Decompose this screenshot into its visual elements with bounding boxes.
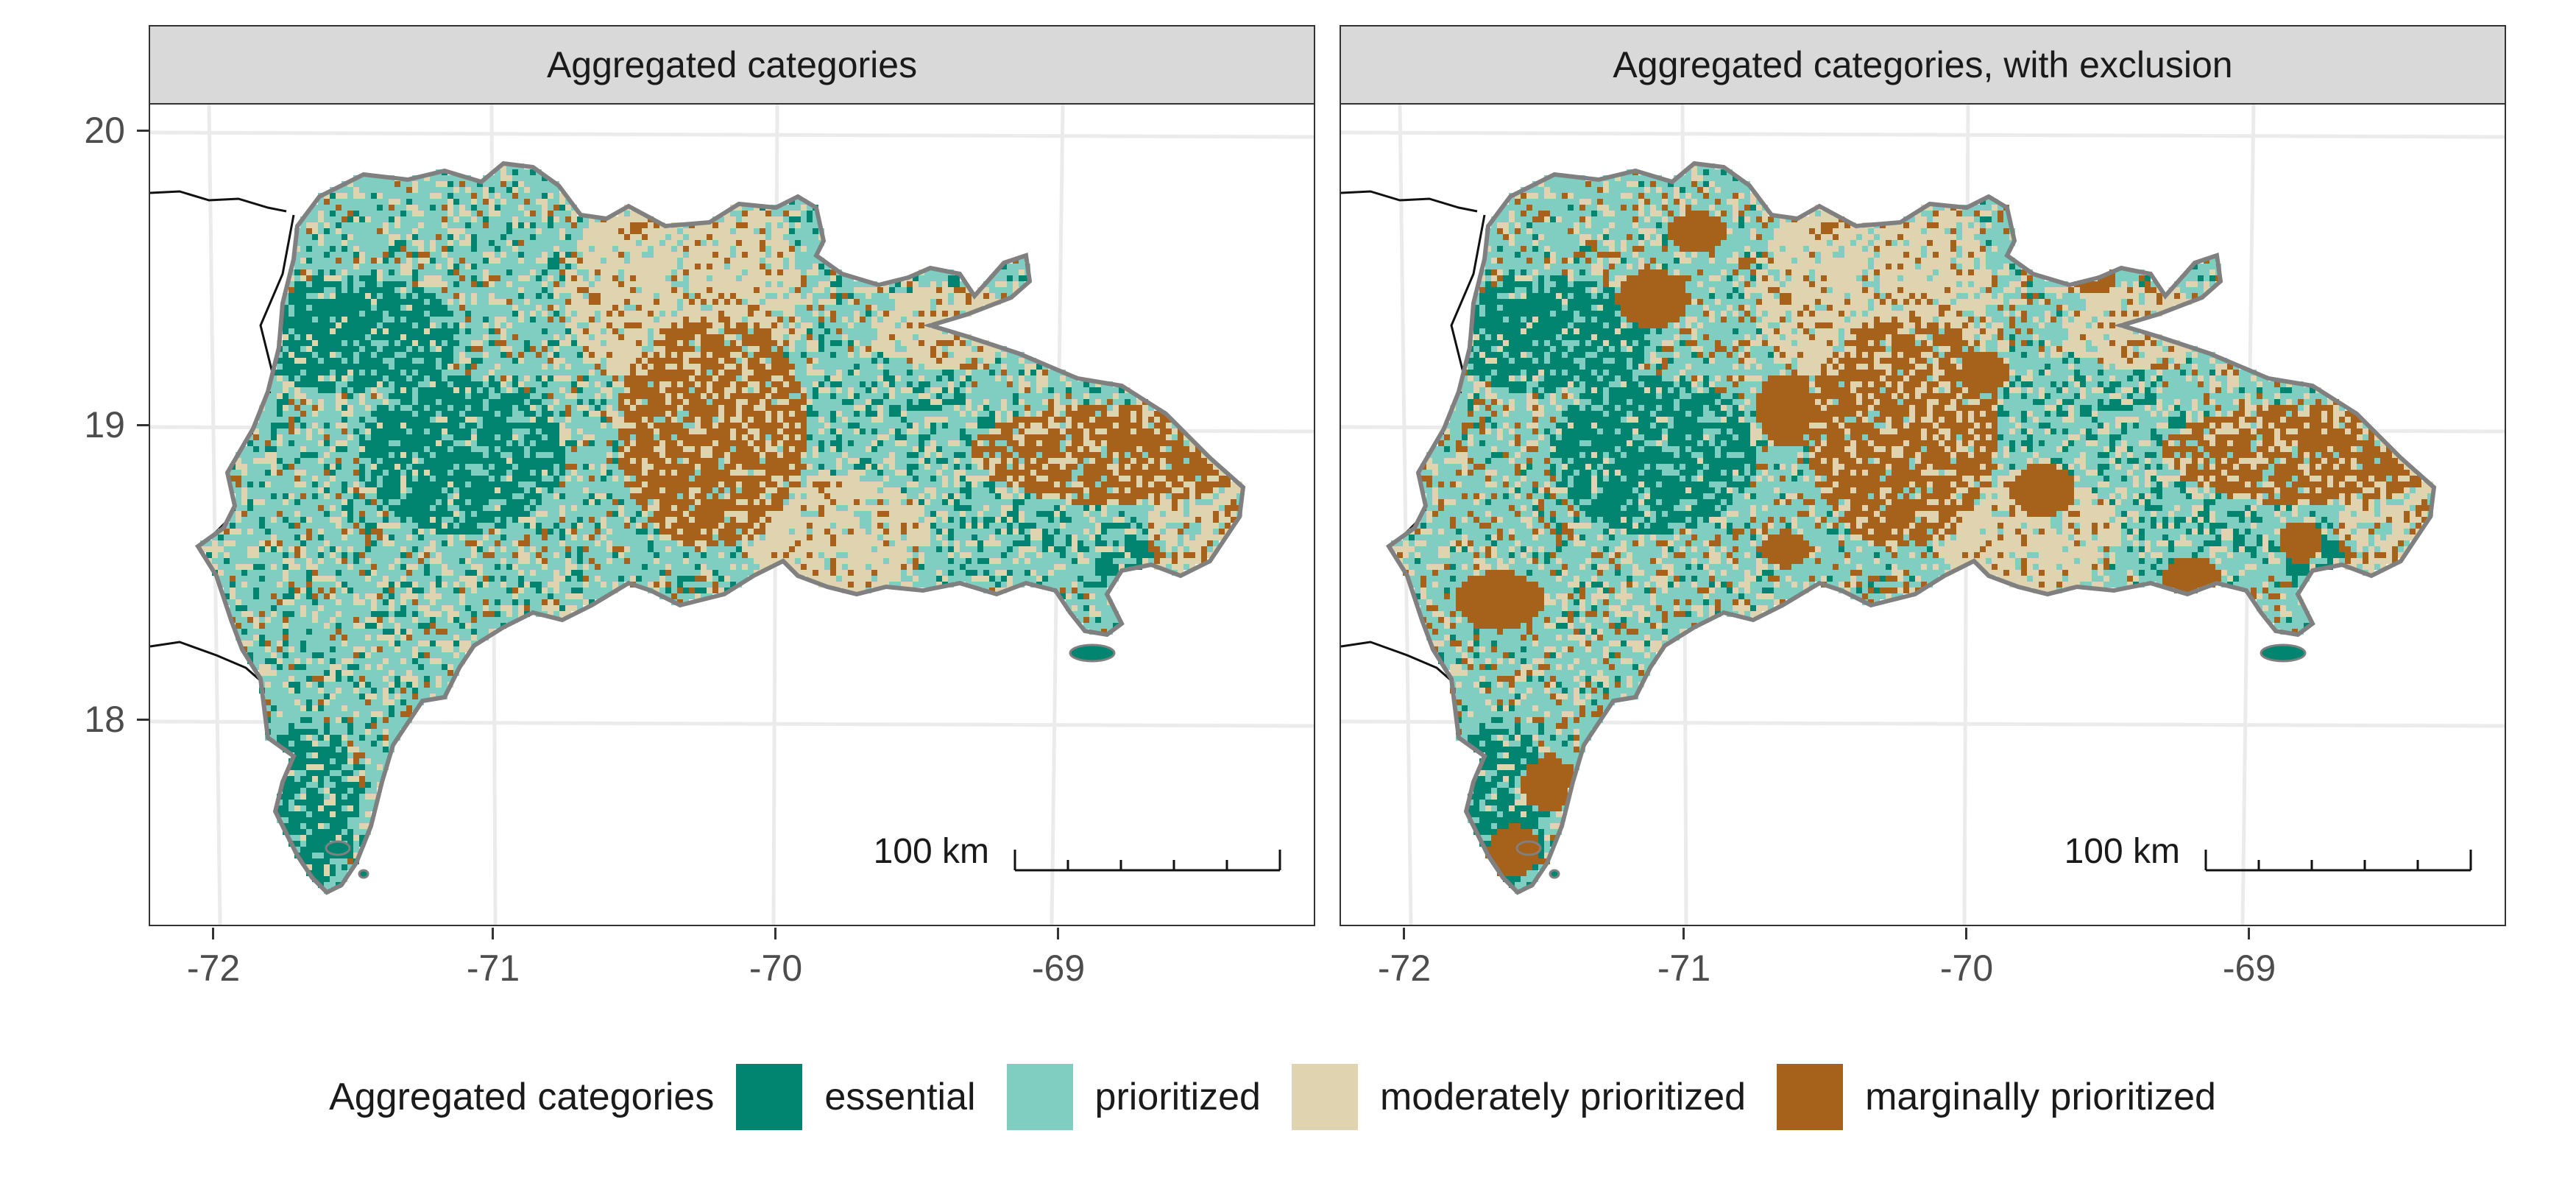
y-tick-mark-19 — [137, 424, 149, 426]
priority-cells — [1391, 163, 2433, 894]
country-outline — [1385, 161, 2437, 895]
map-svg-2: 100 km — [1341, 105, 2505, 925]
legend-swatch-marginally-prioritized — [1777, 1064, 1844, 1130]
y-tick-label-18: 18 — [44, 701, 125, 738]
legend-label-prioritized: prioritized — [1095, 1075, 1261, 1119]
x-tick-mark-p1-2 — [492, 928, 494, 939]
legend-label-moderately-prioritized: moderately prioritized — [1380, 1075, 1746, 1119]
legend-title: Aggregated categories — [329, 1075, 714, 1119]
map-area-1: 100 km — [149, 103, 1315, 926]
islet-shape — [1069, 643, 1116, 663]
scale-bar-label: 100 km — [2064, 832, 2180, 871]
panel-strip-2: Aggregated categories, with exclusion — [1340, 25, 2506, 105]
panel-title-2: Aggregated categories, with exclusion — [1613, 43, 2232, 86]
priority-cells — [200, 163, 1242, 894]
y-tick-label-19: 19 — [44, 406, 125, 443]
x-tick-mark-p1-1 — [212, 928, 214, 939]
map-panel-2: Aggregated categories, with exclusion 10… — [1340, 25, 2506, 928]
map-svg-1: 100 km — [150, 105, 1314, 925]
parallel-line — [150, 130, 1314, 139]
x-tick-mark-p2-1 — [1403, 928, 1405, 939]
map-panel-1: Aggregated categories 100 km — [149, 25, 1315, 928]
islet-shape — [358, 869, 369, 879]
legend-swatch-prioritized — [1006, 1064, 1073, 1130]
country-outline — [194, 161, 1246, 895]
x-tick-mark-p2-2 — [1682, 928, 1685, 939]
islet-shape — [1515, 840, 1542, 856]
x-tick-label-p1-4: -69 — [985, 950, 1132, 987]
y-tick-mark-18 — [137, 719, 149, 721]
legend: Aggregated categories essential prioriti… — [0, 1060, 2576, 1134]
islet-shape — [1549, 869, 1560, 879]
y-tick-label-20: 20 — [44, 112, 125, 149]
scale-bar: 100 km — [2064, 832, 2472, 872]
scale-bar-label: 100 km — [874, 832, 989, 871]
x-tick-label-p2-1: -72 — [1331, 950, 1478, 987]
legend-swatch-essential — [736, 1064, 803, 1130]
panel-strip-1: Aggregated categories — [149, 25, 1315, 105]
y-tick-mark-20 — [137, 130, 149, 132]
islet-shape — [2260, 643, 2307, 663]
x-tick-label-p2-3: -70 — [1893, 950, 2040, 987]
legend-swatch-moderately-prioritized — [1291, 1064, 1358, 1130]
legend-label-essential: essential — [824, 1075, 975, 1119]
x-tick-label-p1-3: -70 — [702, 950, 849, 987]
legend-item-prioritized: prioritized — [1006, 1064, 1261, 1130]
x-tick-mark-p1-4 — [1057, 928, 1059, 939]
x-tick-mark-p1-3 — [774, 928, 776, 939]
x-tick-label-p2-2: -71 — [1610, 950, 1758, 987]
legend-item-essential: essential — [736, 1064, 976, 1130]
scale-bar: 100 km — [874, 832, 1281, 872]
map-area-2: 100 km — [1340, 103, 2506, 926]
x-tick-label-p2-4: -69 — [2176, 950, 2323, 987]
x-tick-mark-p2-4 — [2248, 928, 2250, 939]
islet-shape — [325, 840, 351, 856]
legend-item-marginally-prioritized: marginally prioritized — [1777, 1064, 2216, 1130]
x-tick-label-p1-2: -71 — [420, 950, 567, 987]
parallel-line — [1341, 130, 2505, 139]
x-tick-label-p1-1: -72 — [140, 950, 287, 987]
panel-title-1: Aggregated categories — [547, 43, 917, 86]
x-tick-mark-p2-3 — [1965, 928, 1967, 939]
meridian-line — [1398, 105, 1413, 925]
legend-item-moderately-prioritized: moderately prioritized — [1291, 1064, 1746, 1130]
legend-label-marginally-prioritized: marginally prioritized — [1865, 1075, 2216, 1119]
meridian-line — [207, 105, 222, 925]
